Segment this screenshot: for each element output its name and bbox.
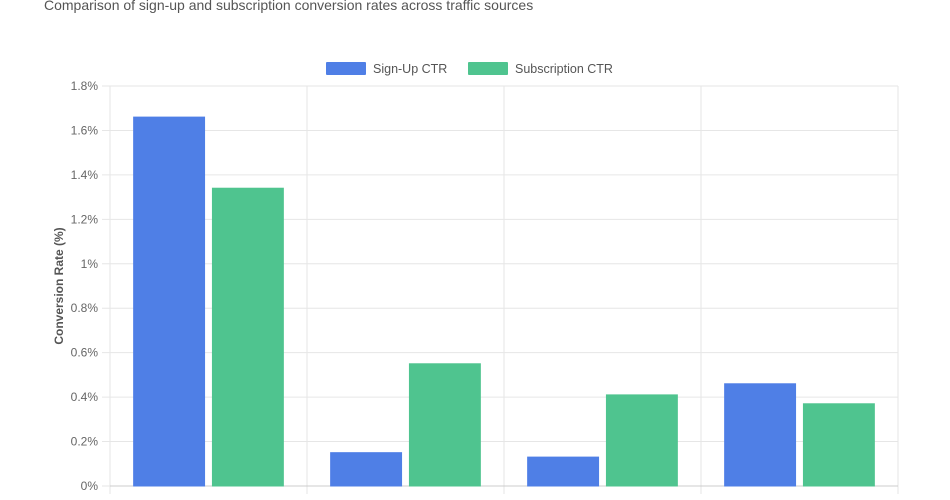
bar-subscription[interactable] [605, 394, 678, 487]
chart-subtitle: Comparison of sign-up and subscription c… [44, 0, 534, 13]
y-tick-label: 0.8% [71, 301, 99, 315]
chart-legend: Sign-Up CTR Subscription CTR [326, 62, 613, 76]
y-tick-label: 0.6% [71, 346, 99, 360]
legend-swatch-subscription[interactable] [468, 62, 508, 75]
y-tick-label: 1.8% [71, 79, 99, 93]
chart-bars [133, 116, 875, 487]
y-tick-label: 1.6% [71, 123, 99, 137]
y-tick-label: 0.2% [71, 435, 99, 449]
bar-subscription[interactable] [802, 403, 875, 487]
y-tick-label: 1% [81, 257, 99, 271]
y-tick-label: 0% [81, 479, 99, 493]
y-tick-label: 0.4% [71, 390, 99, 404]
y-axis-label: Conversion Rate (%) [52, 227, 66, 344]
bar-subscription[interactable] [408, 363, 481, 487]
y-tick-label: 1.2% [71, 212, 99, 226]
bar-signup[interactable] [330, 452, 403, 487]
bar-signup[interactable] [133, 116, 206, 487]
legend-label-subscription[interactable]: Subscription CTR [515, 62, 613, 76]
y-tick-label: 1.4% [71, 168, 99, 182]
y-axis-ticks: 0% 0.2% 0.4% 0.6% 0.8% 1% 1.2% 1.4% 1.6% 1.8% [71, 79, 99, 493]
legend-swatch-signup[interactable] [326, 62, 366, 75]
bar-signup[interactable] [724, 383, 797, 487]
legend-label-signup[interactable]: Sign-Up CTR [373, 62, 447, 76]
bar-signup[interactable] [527, 456, 600, 487]
bar-subscription[interactable] [211, 187, 284, 487]
